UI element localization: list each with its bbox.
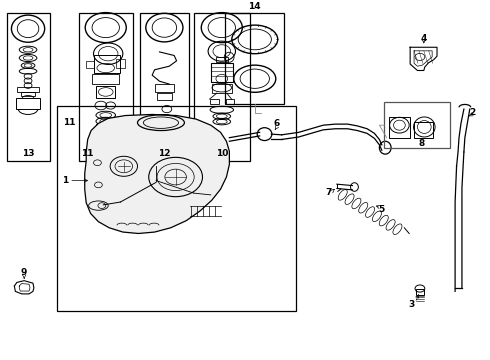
Bar: [86, 61, 94, 68]
Text: 8: 8: [419, 139, 425, 148]
Text: 14: 14: [248, 2, 261, 11]
Text: 7: 7: [326, 188, 332, 197]
Text: 1: 1: [62, 176, 68, 185]
Polygon shape: [85, 114, 229, 234]
Bar: [226, 99, 234, 104]
Bar: [225, 13, 284, 104]
Bar: [156, 127, 173, 137]
Bar: [96, 124, 116, 135]
Text: 12: 12: [158, 149, 171, 158]
Bar: [216, 57, 228, 62]
Text: 3: 3: [408, 301, 414, 310]
Bar: [157, 93, 171, 100]
Bar: [140, 13, 189, 161]
Bar: [210, 99, 220, 104]
Bar: [155, 84, 174, 92]
Text: 11: 11: [81, 149, 94, 158]
Bar: [16, 98, 40, 109]
Text: 11: 11: [63, 118, 75, 127]
Bar: [416, 288, 424, 295]
Bar: [96, 86, 115, 98]
Bar: [57, 105, 296, 311]
Text: 4: 4: [420, 34, 427, 43]
Text: 2: 2: [469, 108, 475, 117]
Bar: [212, 84, 232, 93]
Bar: [17, 87, 39, 92]
Text: 5: 5: [379, 205, 385, 214]
Text: 10: 10: [216, 149, 228, 158]
Bar: [414, 122, 433, 138]
Bar: [6, 13, 49, 161]
Bar: [384, 102, 450, 148]
Text: 13: 13: [22, 149, 34, 158]
Bar: [389, 117, 410, 138]
Bar: [94, 55, 121, 73]
Text: 6: 6: [273, 119, 280, 128]
Bar: [117, 59, 125, 68]
Bar: [92, 74, 120, 84]
Bar: [194, 13, 250, 161]
Bar: [211, 63, 233, 82]
Text: 9: 9: [21, 268, 27, 277]
Bar: [79, 13, 133, 161]
Bar: [21, 92, 35, 96]
